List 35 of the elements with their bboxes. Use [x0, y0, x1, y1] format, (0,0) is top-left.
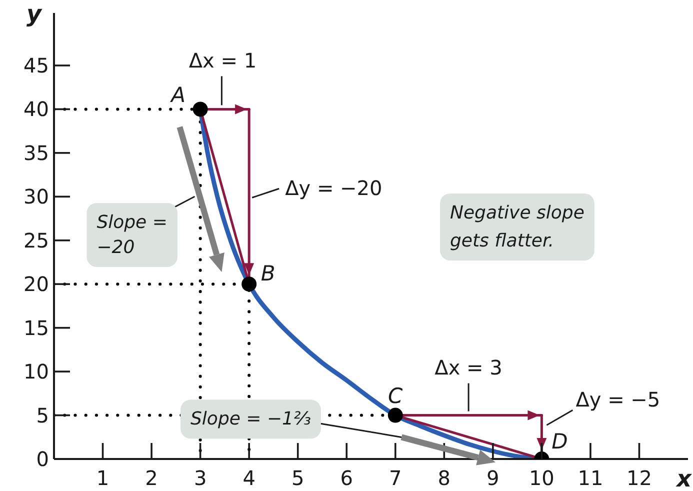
y-tick-label: 25: [24, 228, 49, 252]
y-axis-title: y: [26, 1, 42, 28]
annotation: Negative slope gets flatter.: [450, 202, 584, 252]
annotation: C: [388, 384, 404, 408]
annotation: Δy = −5: [576, 387, 660, 412]
x-tick-label: 3: [194, 466, 207, 490]
y-tick-label: 35: [24, 140, 49, 165]
y-tick-label: 45: [24, 53, 49, 78]
x-axis-title: x: [676, 466, 693, 491]
annotation: Slope = −20: [96, 212, 168, 258]
y-tick-label: 30: [24, 184, 49, 209]
x-tick-label: 5: [291, 466, 304, 490]
annotation: Δx = 3: [434, 355, 502, 380]
annotation: Δx = 1: [188, 48, 257, 72]
y-tick-label: 40: [24, 97, 49, 122]
annotation: B: [260, 262, 276, 286]
y-tick-label: 10: [24, 360, 49, 384]
annotation: A: [169, 82, 186, 107]
y-tick-label: 0: [36, 447, 49, 471]
annotation: D: [552, 430, 568, 454]
x-tick-label: 12: [626, 466, 652, 490]
y-tick-label: 15: [24, 316, 49, 340]
x-tick-label: 7: [389, 466, 402, 490]
annotation: Slope = −1⅔: [190, 408, 311, 430]
x-tick-label: 8: [438, 466, 451, 490]
annotation: Δy = −20: [285, 176, 382, 200]
x-tick-label: 9: [486, 466, 500, 490]
x-tick-label: 6: [340, 466, 353, 490]
x-tick-label: 11: [578, 466, 604, 490]
y-tick-label: 20: [24, 272, 49, 296]
x-tick-label: 1: [96, 466, 110, 490]
x-tick-label: 10: [528, 466, 554, 490]
x-tick-label: 2: [145, 466, 158, 490]
y-tick-label: 5: [36, 403, 49, 428]
x-tick-label: 4: [242, 466, 256, 490]
